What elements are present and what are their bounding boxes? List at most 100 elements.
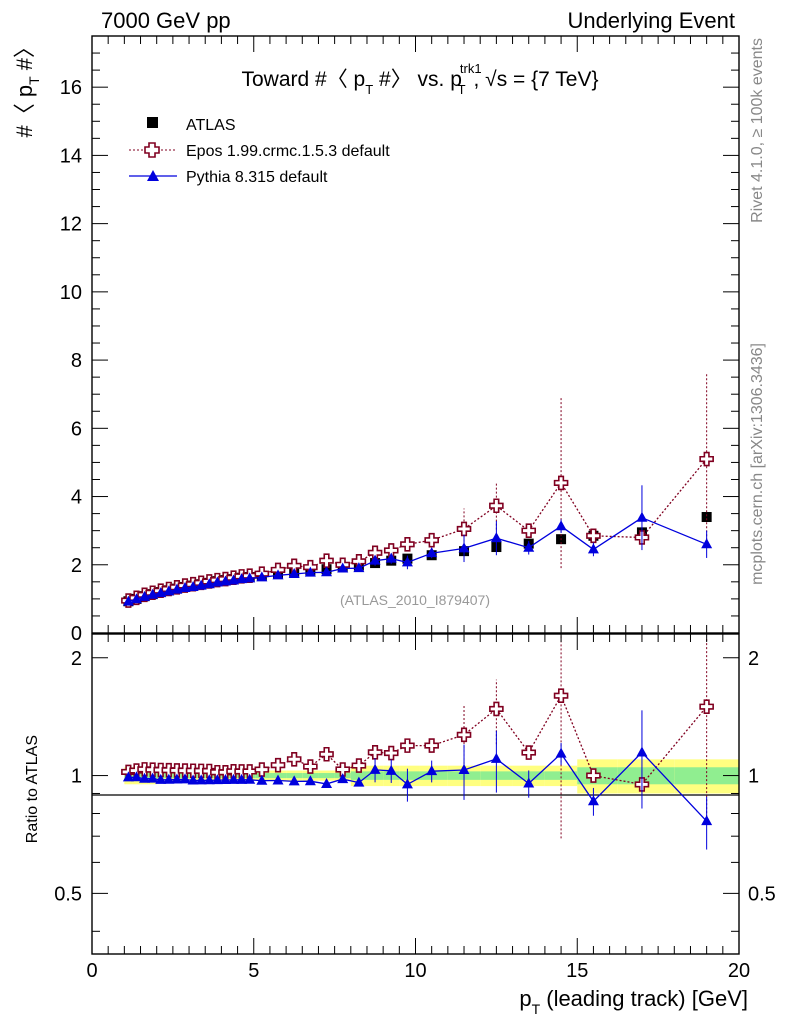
y-tick-label-ratio: 0.5: [54, 883, 82, 905]
epos-ratio-point: [367, 745, 383, 760]
pythia-ratio-point: [147, 772, 159, 783]
pythia-point: [636, 511, 648, 522]
header-right: Underlying Event: [567, 8, 735, 33]
plot-title: Toward #〈 pT #〉 vs. ptrk1 T, √s = {7 TeV}: [242, 61, 599, 97]
pythia-point: [203, 578, 215, 589]
epos-point: [699, 451, 714, 467]
epos-point: [424, 532, 439, 548]
epos-ratio-point: [201, 763, 217, 779]
epos-ratio-point: [383, 745, 399, 761]
legend-atlas-marker: [147, 117, 158, 128]
pythia-point: [587, 543, 599, 554]
epos-ratio-point: [351, 758, 367, 773]
legend-pythia-marker: [147, 170, 159, 181]
x-tick-label: 0: [86, 960, 97, 982]
epos-point: [489, 498, 504, 514]
pythia-ratio-point: [458, 763, 470, 774]
pythia-ratio-point: [228, 773, 240, 784]
y-tick-label-main: 14: [60, 145, 82, 167]
y-axis-label-ratio: Ratio to ATLAS: [24, 735, 41, 843]
pythia-point: [155, 587, 167, 598]
pythia-ratio-point: [219, 774, 231, 785]
pythia-point: [244, 572, 256, 583]
ratio-plot-data: [121, 634, 714, 850]
pythia-point: [369, 554, 381, 565]
pythia-ratio-point: [401, 778, 413, 789]
pythia-ratio-point: [426, 765, 438, 776]
pythia-point: [228, 574, 240, 585]
pythia-ratio-point: [203, 774, 215, 785]
legend-epos-marker: [144, 142, 160, 158]
x-tick-label: 20: [728, 960, 750, 982]
pythia-ratio-point: [490, 752, 502, 763]
pythia-ratio-point: [244, 773, 256, 784]
pythia-point: [256, 571, 268, 582]
legend: ATLAS Epos 1.99.crmc.1.5.3 default Pythi…: [129, 117, 390, 186]
epos-ratio-point: [456, 727, 472, 743]
epos-ratio-point: [586, 768, 601, 783]
y-tick-label-ratio-right: 1: [748, 766, 759, 788]
pythia-ratio-point: [122, 771, 134, 782]
pythia-point: [288, 567, 300, 578]
epos-ratio-point: [286, 751, 302, 767]
pythia-ratio-point: [337, 773, 349, 784]
stat-band: [350, 771, 367, 780]
epos-point: [456, 521, 472, 537]
pythia-ratio-point: [304, 775, 316, 786]
pythia-point: [219, 575, 231, 586]
pythia-point: [163, 585, 175, 596]
pythia-point: [195, 579, 207, 590]
pythia-point: [426, 547, 438, 558]
pythia-point: [147, 588, 159, 599]
x-axis-label: pT (leading track) [GeV]: [519, 986, 748, 1017]
pythia-point: [385, 552, 397, 563]
epos-ratio-point: [335, 762, 351, 777]
legend-epos-label: Epos 1.99.crmc.1.5.3 default: [186, 143, 390, 160]
y-tick-label-main: 10: [60, 282, 82, 304]
pythia-point: [171, 583, 183, 594]
y-tick-label-main: 2: [71, 555, 82, 577]
pythia-ratio-point: [321, 777, 333, 788]
pythia-ratio-point: [353, 776, 365, 787]
pythia-ratio-line: [128, 751, 708, 822]
epos-ratio-point: [489, 701, 504, 717]
y-tick-label-main: 6: [71, 418, 82, 440]
legend-atlas-label: ATLAS: [186, 117, 236, 134]
stat-band: [399, 771, 420, 780]
pythia-point: [458, 542, 470, 553]
pythia-point: [179, 581, 191, 592]
pythia-ratio-point: [139, 772, 151, 783]
epos-ratio-point: [270, 757, 286, 773]
pythia-ratio-point: [171, 773, 183, 784]
pythia-point: [555, 520, 567, 531]
pythia-point: [139, 590, 151, 601]
pythia-point: [490, 532, 502, 543]
pythia-ratio-point: [256, 774, 268, 785]
atlas-point: [701, 512, 712, 523]
y-tick-label-main: 4: [71, 487, 82, 509]
pythia-ratio-point: [701, 815, 713, 826]
pythia-point: [701, 538, 713, 549]
epos-point: [400, 537, 415, 552]
epos-point: [553, 475, 569, 491]
pythia-ratio-point: [130, 771, 142, 782]
x-tick-label: 10: [404, 960, 426, 982]
pythia-ratio-point: [236, 773, 248, 784]
pythia-ratio-point: [179, 773, 191, 784]
y-tick-label-main: 16: [60, 77, 82, 99]
y-tick-label-main: 8: [71, 350, 82, 372]
pythia-point: [187, 580, 199, 591]
main-plot-data: [121, 373, 714, 608]
y-tick-label-ratio: 1: [71, 766, 82, 788]
epos-point: [319, 553, 334, 568]
epos-ratio-point: [521, 745, 537, 760]
pythia-ratio-point: [385, 764, 397, 775]
rivet-version-label: Rivet 4.1.0, ≥ 100k events: [749, 38, 766, 223]
pythia-point: [321, 566, 333, 577]
pythia-line: [128, 516, 707, 603]
epos-point: [521, 523, 537, 538]
legend-pythia-label: Pythia 8.315 default: [186, 169, 328, 186]
pythia-point: [401, 556, 413, 567]
